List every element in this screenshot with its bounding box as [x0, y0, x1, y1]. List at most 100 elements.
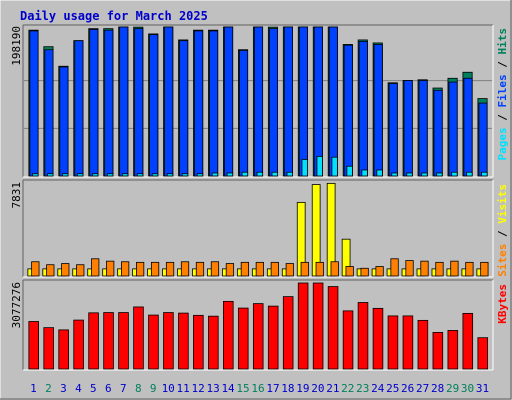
- x-tick-label: 9: [150, 382, 157, 395]
- series-legend: Pages / Files / Hits: [496, 28, 509, 161]
- pages-bar: [331, 156, 338, 177]
- x-tick-label: 13: [206, 382, 219, 395]
- x-tick-label: 28: [431, 382, 444, 395]
- x-tick-label: 16: [251, 382, 264, 395]
- files-bar: [358, 41, 368, 177]
- pages-bar: [211, 172, 219, 177]
- pages-bar: [316, 156, 323, 177]
- sites-bar: [240, 261, 250, 277]
- files-bar: [433, 89, 443, 177]
- sites-bar: [165, 261, 175, 277]
- pages-bar: [196, 173, 204, 177]
- files-bar: [134, 28, 144, 177]
- sites-bar: [180, 261, 190, 277]
- files-bar: [328, 26, 338, 177]
- files-bar: [44, 49, 54, 177]
- series-legend: Sites / Visits: [496, 184, 509, 277]
- x-tick-label: 24: [371, 382, 385, 395]
- kbytes-bar: [58, 329, 69, 370]
- x-tick-label: 8: [135, 382, 142, 395]
- kbytes-bar: [73, 319, 84, 370]
- pages-bar: [466, 171, 473, 177]
- kbytes-bar: [417, 319, 429, 370]
- kbytes-bar: [462, 312, 474, 370]
- kbytes-bar: [88, 312, 99, 370]
- pages-bar: [62, 173, 69, 177]
- sites-bar: [390, 258, 399, 277]
- x-tick-label: 23: [356, 382, 369, 395]
- x-tick-label: 6: [105, 382, 112, 395]
- pages-bar: [481, 171, 488, 177]
- kbytes-bar: [297, 282, 309, 370]
- x-tick-label: 11: [177, 382, 190, 395]
- files-bar: [373, 44, 383, 177]
- x-tick-label: 20: [311, 382, 324, 395]
- sites-bar: [195, 261, 205, 277]
- chart-title: Daily usage for March 2025: [20, 9, 208, 23]
- x-tick-label: 2: [45, 382, 52, 395]
- kbytes-bar: [103, 312, 114, 370]
- sites-bar: [46, 264, 55, 277]
- kbytes-bar: [193, 314, 204, 370]
- kbytes-bar: [118, 312, 129, 370]
- files-bar: [448, 81, 458, 177]
- sites-bar: [270, 261, 279, 277]
- files-bar: [209, 30, 219, 177]
- files-bar: [164, 26, 174, 177]
- sites-bar: [345, 266, 354, 277]
- x-tick-label: 31: [476, 382, 489, 395]
- x-tick-label: 25: [386, 382, 399, 395]
- sites-bar: [405, 260, 414, 277]
- pages-bar: [436, 172, 443, 177]
- sites-bar: [420, 260, 429, 277]
- kbytes-bar: [237, 307, 249, 370]
- kbytes-bar: [327, 286, 339, 370]
- x-tick-label: 21: [326, 382, 339, 395]
- kbytes-bar: [163, 312, 174, 370]
- files-bar: [253, 26, 264, 177]
- panel-kbytes: 3077276 KBytes: [10, 279, 509, 371]
- kbytes-bar: [28, 321, 39, 370]
- legend-part: Visits: [496, 184, 509, 224]
- panel-hits-files-pages: 198190 Pages / Files / Hits: [10, 24, 509, 178]
- pages-bar: [301, 159, 308, 177]
- files-bar: [313, 26, 323, 177]
- kbytes-bar: [432, 331, 444, 370]
- files-bar: [403, 80, 413, 177]
- files-bar: [283, 26, 293, 177]
- sites-bar: [76, 264, 85, 277]
- kbytes-bar: [342, 310, 354, 370]
- x-tick-label: 22: [341, 382, 354, 395]
- panel-visits-sites: 7831 Sites / Visits: [10, 179, 509, 278]
- kbytes-bar: [178, 312, 189, 370]
- pages-bar: [121, 173, 129, 177]
- sites-bar: [465, 261, 474, 277]
- pages-bar: [181, 173, 189, 177]
- pages-bar: [226, 172, 234, 177]
- sites-bar: [121, 261, 130, 277]
- files-bar: [179, 40, 189, 177]
- pages-bar: [151, 173, 159, 177]
- pages-bar: [361, 169, 368, 177]
- files-bar: [343, 44, 353, 177]
- sites-bar: [106, 260, 115, 277]
- sites-bar: [480, 261, 489, 277]
- pages-bar: [421, 172, 428, 177]
- panel-frame: [23, 180, 493, 277]
- pages-bar: [271, 171, 279, 177]
- x-tick-label: 18: [281, 382, 294, 395]
- x-tick-label: 26: [401, 382, 414, 395]
- legend-part: Hits: [496, 28, 509, 55]
- y-max-label: 3077276: [10, 282, 23, 328]
- files-bar: [119, 26, 129, 177]
- pages-bar: [47, 173, 54, 177]
- sites-bar: [61, 263, 70, 277]
- pages-bar: [406, 172, 413, 177]
- kbytes-bar: [372, 307, 384, 370]
- kbytes-bar: [208, 315, 219, 370]
- legend-part: Pages: [496, 127, 509, 160]
- legend-part: Files: [496, 74, 509, 107]
- pages-bar: [92, 173, 99, 177]
